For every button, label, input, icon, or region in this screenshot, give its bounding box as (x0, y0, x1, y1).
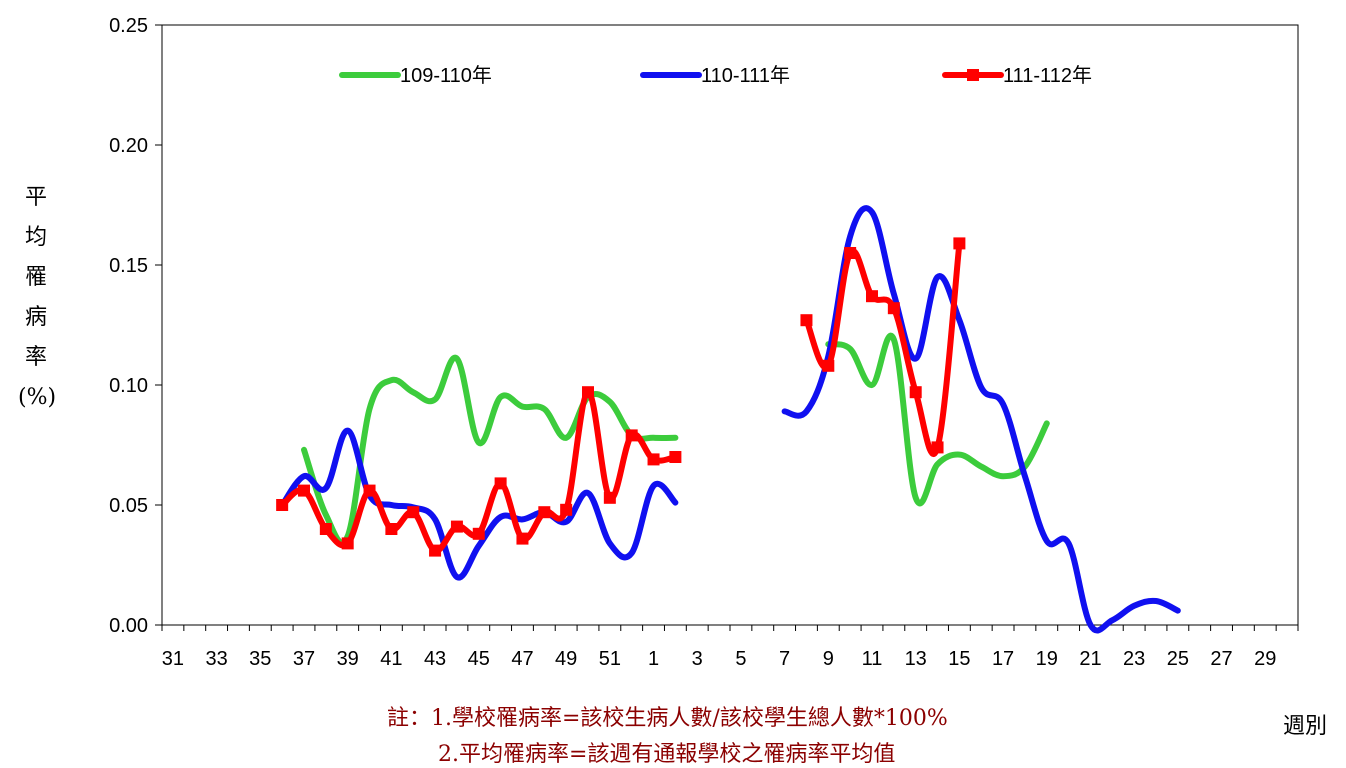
data-point-series-3 (516, 532, 529, 545)
data-point-series-3 (407, 506, 420, 519)
x-tick-label: 41 (380, 648, 402, 670)
series-line-2 (781, 205, 1181, 634)
x-tick-label: 39 (337, 648, 359, 670)
note-line-1: 註：1.學校罹病率=該校生病人數/該校學生總人數*100% (387, 706, 948, 731)
x-tick-label: 27 (1210, 648, 1232, 670)
x-tick-label: 23 (1123, 648, 1145, 670)
x-tick-label: 35 (249, 648, 271, 670)
data-point-series-3 (298, 484, 310, 497)
x-tick-label: 43 (424, 648, 446, 670)
data-point-series-3 (800, 314, 813, 327)
x-tick-label: 25 (1167, 648, 1189, 670)
data-point-series-3 (887, 302, 900, 315)
data-point-series-3 (341, 537, 354, 550)
data-point-series-3 (931, 441, 944, 454)
y-tick-label: 0.15 (109, 255, 148, 277)
data-point-series-3 (603, 491, 616, 504)
x-tick-label: 37 (293, 648, 315, 670)
series-line-1 (301, 354, 679, 546)
legend-label-3: 111-112年 (1003, 64, 1092, 87)
data-point-series-3 (625, 429, 638, 442)
x-tick-label: 47 (511, 648, 533, 670)
data-point-series-3 (669, 451, 682, 463)
legend-marker-3 (967, 69, 979, 81)
x-tick-label: 3 (692, 648, 703, 670)
x-tick-label: 45 (468, 648, 490, 670)
y-tick-label: 0.05 (109, 495, 148, 517)
series-line-2 (279, 427, 679, 581)
data-point-series-3 (429, 544, 442, 557)
x-tick-label: 33 (205, 648, 227, 670)
x-tick-label: 49 (555, 648, 577, 670)
x-tick-label: 1 (648, 648, 659, 670)
data-point-series-3 (866, 290, 878, 303)
note-line-2: 2.平均罹病率=該週有通報學校之罹病率平均值 (438, 742, 896, 767)
x-tick-label: 5 (735, 648, 746, 670)
data-point-series-3 (450, 520, 463, 533)
y-tick-label: 0.20 (109, 135, 148, 157)
data-point-series-3 (276, 499, 289, 511)
data-point-series-3 (472, 527, 485, 540)
data-point-series-3 (319, 523, 332, 535)
data-point-series-3 (582, 386, 594, 399)
x-tick-label: 15 (948, 648, 970, 670)
data-point-series-3 (538, 506, 551, 519)
x-tick-label: 29 (1254, 648, 1276, 670)
series-line-1 (825, 332, 1050, 507)
legend-label-1: 109-110年 (400, 64, 492, 87)
data-point-series-3 (494, 477, 507, 490)
data-point-series-3 (844, 247, 857, 259)
x-tick-label: 21 (1079, 648, 1101, 670)
y-axis-label: 平均罹病率(%) (18, 185, 57, 410)
x-tick-label: 11 (862, 648, 883, 670)
x-tick-label: 17 (992, 648, 1014, 670)
data-point-series-3 (385, 523, 398, 535)
x-tick-label: 51 (599, 648, 621, 670)
x-tick-label: 9 (823, 648, 834, 670)
y-tick-label: 0.10 (109, 375, 148, 397)
x-tick-label: 7 (779, 648, 790, 670)
data-point-series-3 (822, 359, 835, 372)
data-point-series-3 (363, 484, 376, 497)
y-tick-label: 0.25 (109, 15, 148, 37)
x-tick-label: 13 (905, 648, 927, 670)
legend-label-2: 110-111年 (701, 64, 790, 87)
x-axis-label: 週別 (1283, 714, 1328, 739)
x-tick-label: 31 (162, 648, 184, 670)
data-point-series-3 (953, 237, 966, 250)
y-tick-label: 0.00 (109, 615, 148, 637)
x-tick-label: 19 (1036, 648, 1058, 670)
data-point-series-3 (909, 386, 922, 399)
data-point-series-3 (647, 453, 660, 466)
data-point-series-3 (560, 503, 573, 516)
